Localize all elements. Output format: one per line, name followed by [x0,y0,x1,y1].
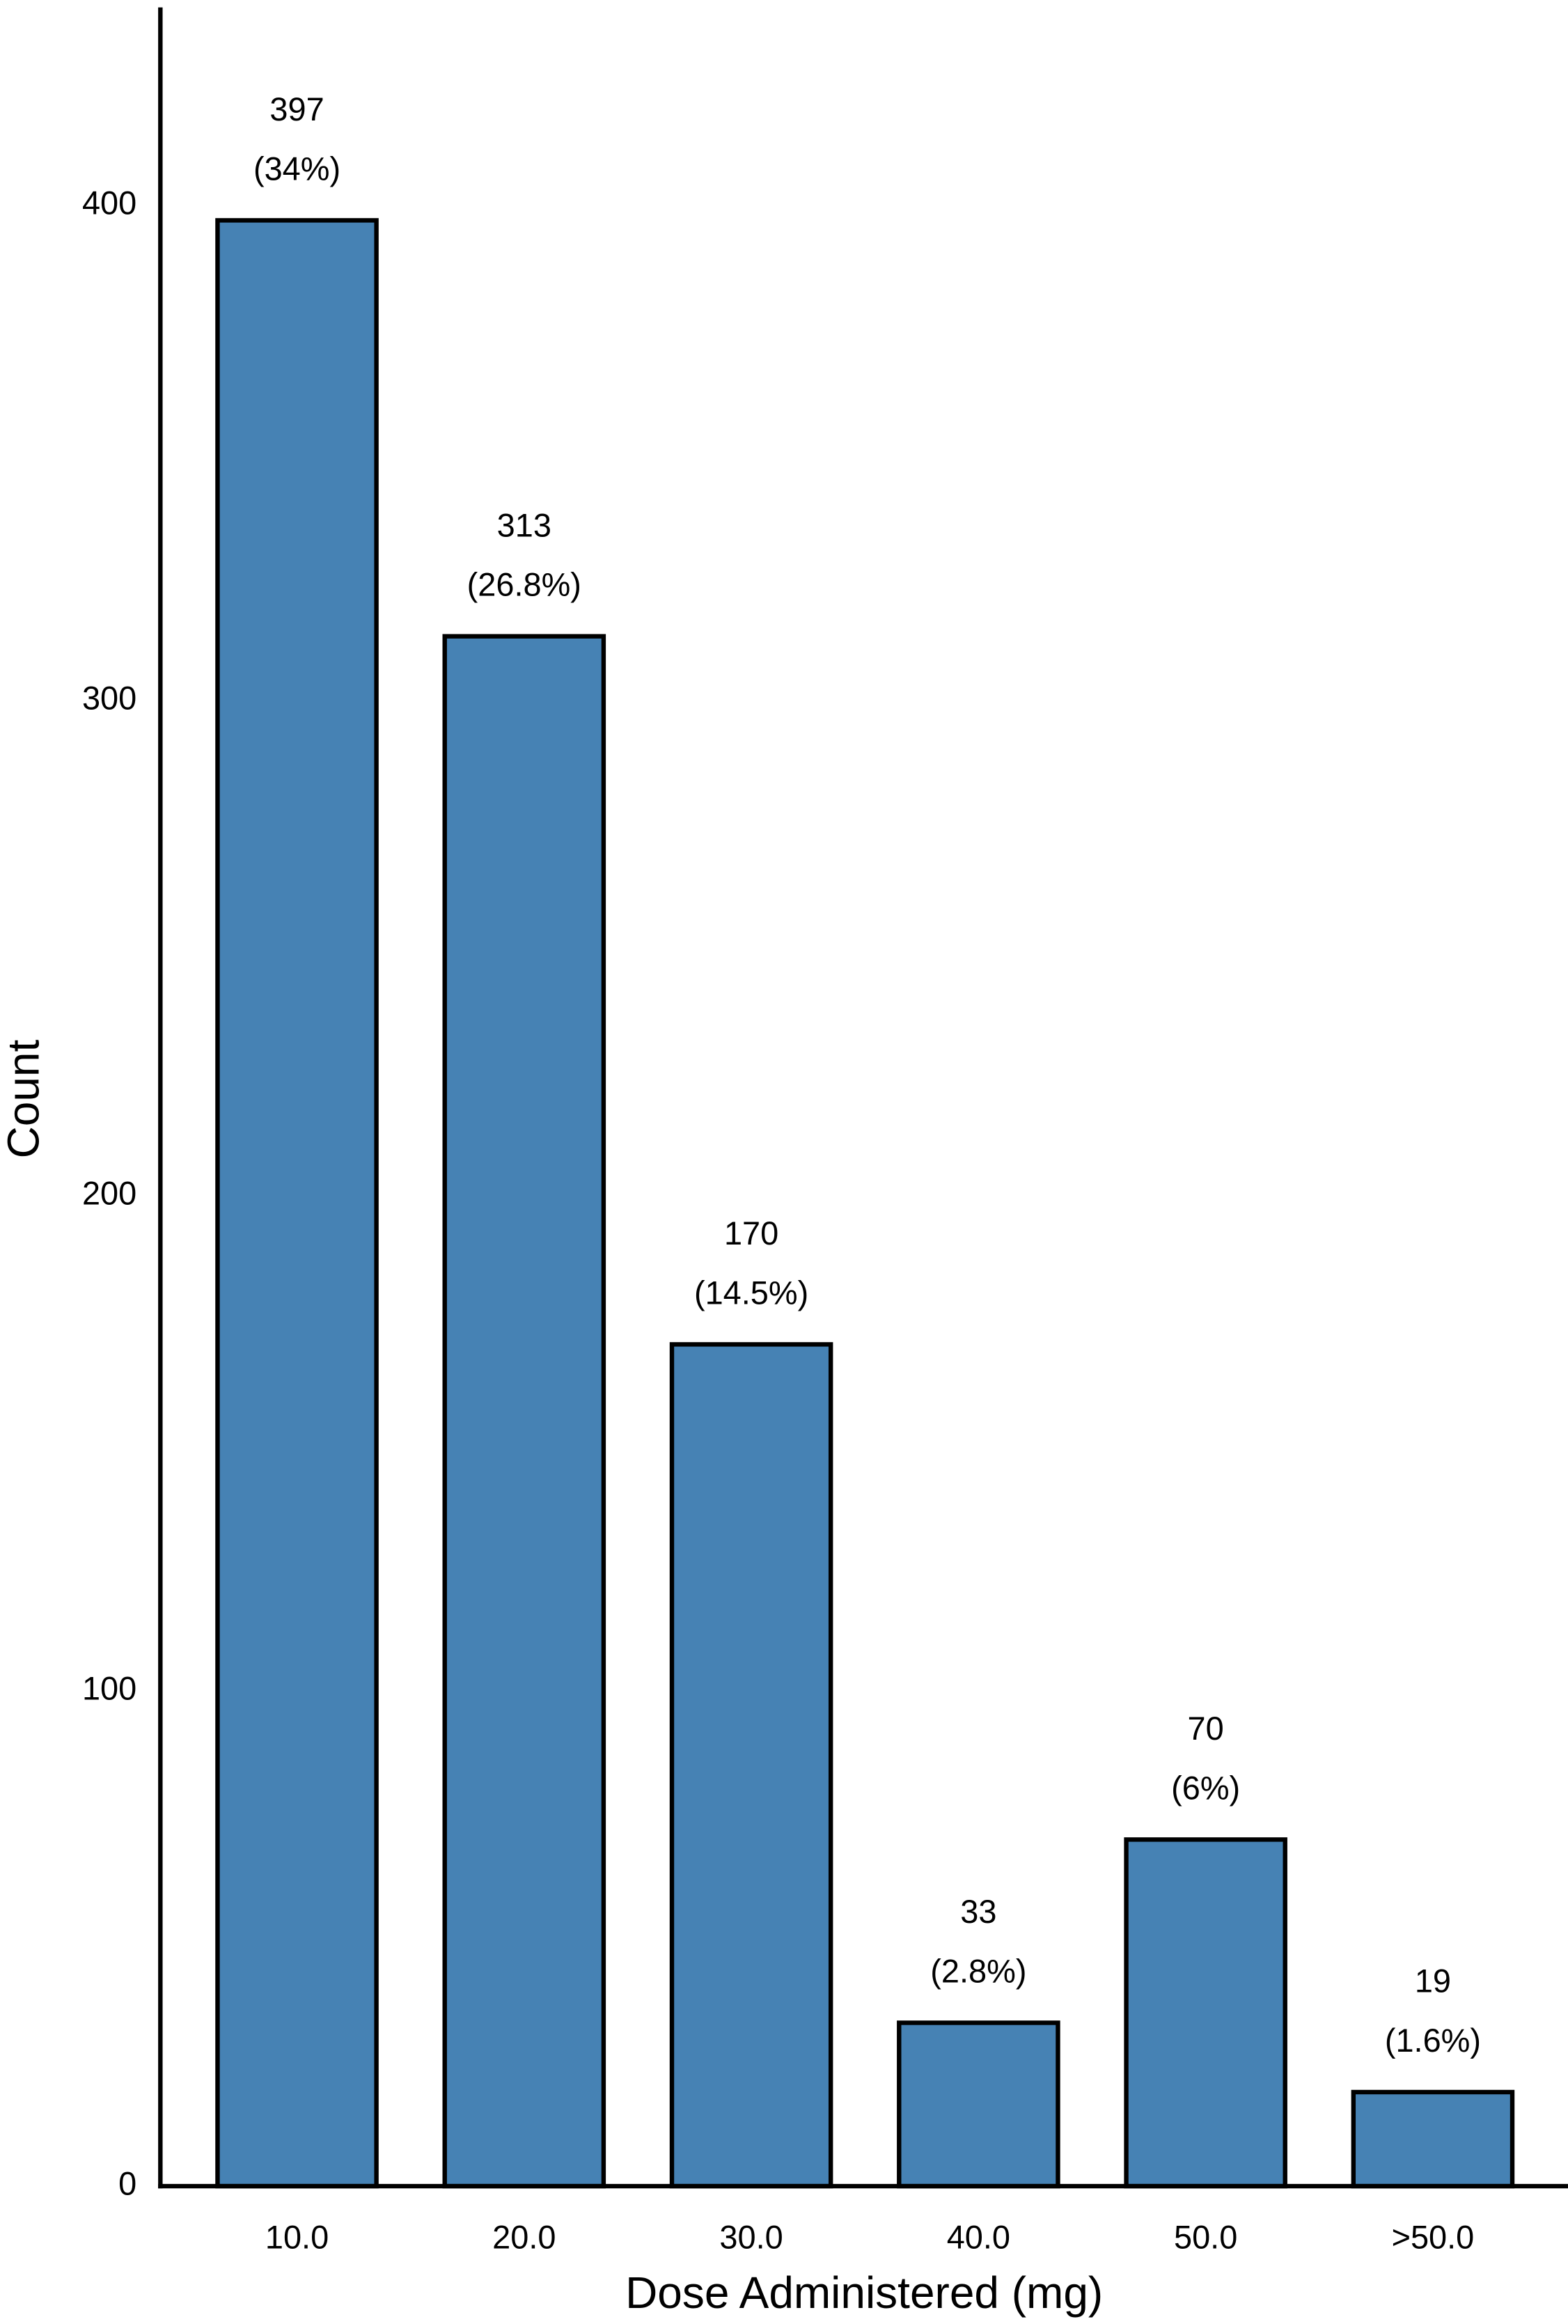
percent-label: (14.5%) [694,1274,808,1311]
value-label: 70 [1188,1710,1224,1747]
x-axis-title: Dose Administered (mg) [625,2268,1103,2318]
x-tick-label: 10.0 [265,2219,329,2255]
value-label: 19 [1415,1963,1451,1999]
bar [1124,1837,1287,2189]
percent-label: (2.8%) [930,1953,1026,1989]
x-tick-label: 20.0 [492,2219,556,2255]
y-tick-label: 400 [82,185,136,221]
value-label: 170 [724,1215,778,1251]
bar [669,1342,833,2189]
percent-label: (1.6%) [1385,2022,1481,2059]
percent-label: (6%) [1171,1770,1240,1806]
bar [215,218,379,2189]
y-tick-label: 200 [82,1175,136,1211]
value-label: 397 [269,91,324,127]
bar [897,2020,1060,2189]
value-label: 33 [960,1894,996,1930]
bar [1351,2089,1515,2189]
x-tick-label: >50.0 [1392,2219,1475,2255]
percent-label: (26.8%) [467,567,581,603]
value-label: 313 [497,507,551,543]
x-tick-label: 30.0 [719,2219,783,2255]
y-axis-title: Count [0,1040,48,1159]
y-tick-label: 300 [82,680,136,716]
percent-label: (34%) [253,150,340,187]
x-tick-label: 50.0 [1174,2219,1237,2255]
y-tick-label: 100 [82,1670,136,1706]
x-tick-label: 40.0 [947,2219,1010,2255]
bar [442,634,606,2189]
y-tick-label: 0 [118,2165,136,2201]
